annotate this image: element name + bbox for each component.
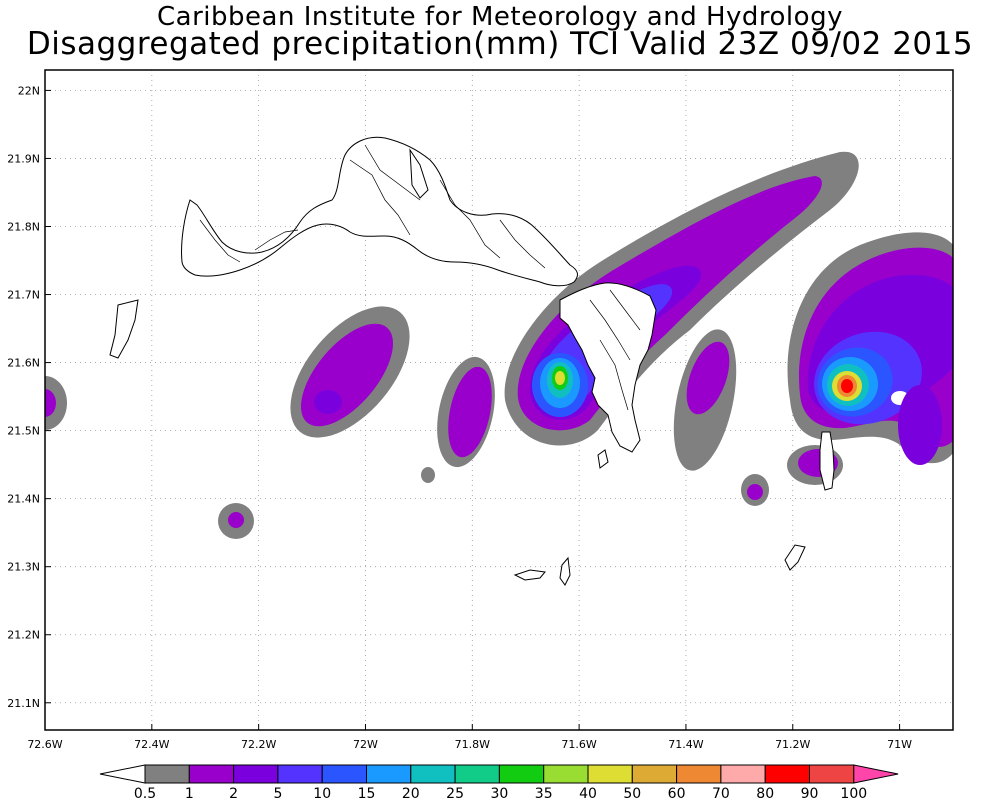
rain-cell-72-1w bbox=[290, 306, 410, 438]
lat-tick-label: 21.6N bbox=[7, 357, 40, 370]
lon-tick-label: 71.8W bbox=[455, 738, 490, 751]
lon-tick-label: 72.6W bbox=[27, 738, 62, 751]
lon-tick-label: 72W bbox=[353, 738, 378, 751]
lat-tick-label: 21.3N bbox=[7, 561, 40, 574]
colorbar-swatch bbox=[631, 764, 678, 784]
rain-cell-south-west bbox=[218, 503, 254, 539]
district-boundaries bbox=[199, 144, 641, 411]
colorbar-swatch bbox=[188, 764, 235, 784]
colorbar-label: 80 bbox=[756, 786, 774, 800]
coastline bbox=[109, 136, 835, 586]
lat-tick-label: 22N bbox=[18, 84, 40, 97]
plot-frame bbox=[44, 69, 954, 731]
lon-tick-label: 72.2W bbox=[241, 738, 276, 751]
lat-tick-label: 21.7N bbox=[7, 289, 40, 302]
lat-tick-label: 21.4N bbox=[7, 493, 40, 506]
colorbar-swatch bbox=[144, 764, 190, 784]
rain-cell-west-edge bbox=[45, 376, 67, 430]
lon-tick-label: 71.2W bbox=[775, 738, 810, 751]
colorbar-label: 25 bbox=[446, 786, 464, 800]
colorbar-swatch bbox=[587, 764, 633, 784]
colorbar-over-arrow bbox=[853, 764, 899, 784]
colorbar-label: 30 bbox=[490, 786, 508, 800]
colorbar-label: 50 bbox=[623, 786, 641, 800]
colorbar-label: 2 bbox=[229, 786, 238, 800]
colorbar-label: 70 bbox=[712, 786, 730, 800]
colorbar-label: 5 bbox=[273, 786, 282, 800]
chart-title: Caribbean Institute for Meteorology and … bbox=[157, 2, 843, 32]
precipitation-field bbox=[45, 151, 953, 539]
colorbar-swatch bbox=[366, 764, 412, 784]
rain-cell-71-4w bbox=[673, 329, 737, 471]
colorbar-swatch bbox=[277, 764, 323, 784]
colorbar-swatch bbox=[233, 764, 279, 784]
lon-tick-label: 71.4W bbox=[668, 738, 703, 751]
colorbar-swatch bbox=[321, 764, 368, 784]
lat-tick-label: 21.1N bbox=[7, 697, 40, 710]
lat-tick-label: 21.2N bbox=[7, 629, 40, 642]
colorbar-label: 20 bbox=[402, 786, 420, 800]
colorbar-swatch bbox=[410, 764, 456, 784]
colorbar-label: 15 bbox=[358, 786, 376, 800]
lon-tick-label: 71.6W bbox=[561, 738, 596, 751]
colorbar-swatch bbox=[720, 764, 766, 784]
colorbar-label: 90 bbox=[801, 786, 819, 800]
colorbar-label: 40 bbox=[579, 786, 597, 800]
lon-tick-label: 71W bbox=[887, 738, 912, 751]
axis-ticks: 72.6W 72.4W 72.2W 72W 71.8W 71.6W 71.4W 71.2W 71… bbox=[7, 84, 912, 751]
lat-tick-label: 21.8N bbox=[7, 220, 40, 233]
colorbar-label: 0.5 bbox=[134, 786, 156, 800]
lat-tick-label: 21.9N bbox=[7, 152, 40, 165]
colorbar-swatch bbox=[454, 764, 500, 784]
colorbar-under-arrow bbox=[99, 764, 146, 784]
rain-cell-71-1w bbox=[787, 232, 953, 465]
lat-tick-label: 21.5N bbox=[7, 425, 40, 438]
colorbar-label: 100 bbox=[840, 786, 867, 800]
colorbar-swatch bbox=[764, 764, 811, 784]
chart-subtitle: Disaggregated precipitation(mm) TCI Vali… bbox=[26, 26, 974, 62]
colorbar-label: 60 bbox=[668, 786, 686, 800]
colorbar-label: 35 bbox=[535, 786, 553, 800]
colorbar-swatch bbox=[543, 764, 589, 784]
colorbar-swatch bbox=[809, 764, 855, 784]
colorbar-swatch bbox=[676, 764, 722, 784]
colorbar-label: 1 bbox=[185, 786, 194, 800]
colorbar-swatch bbox=[498, 764, 545, 784]
colorbar: 0.5 1 2 5 10 15 20 25 30 35 40 50 60 70 80 90 100 bbox=[99, 764, 899, 800]
colorbar-label: 10 bbox=[313, 786, 331, 800]
lon-tick-label: 72.4W bbox=[134, 738, 169, 751]
rain-cell-71-8w bbox=[421, 356, 495, 483]
